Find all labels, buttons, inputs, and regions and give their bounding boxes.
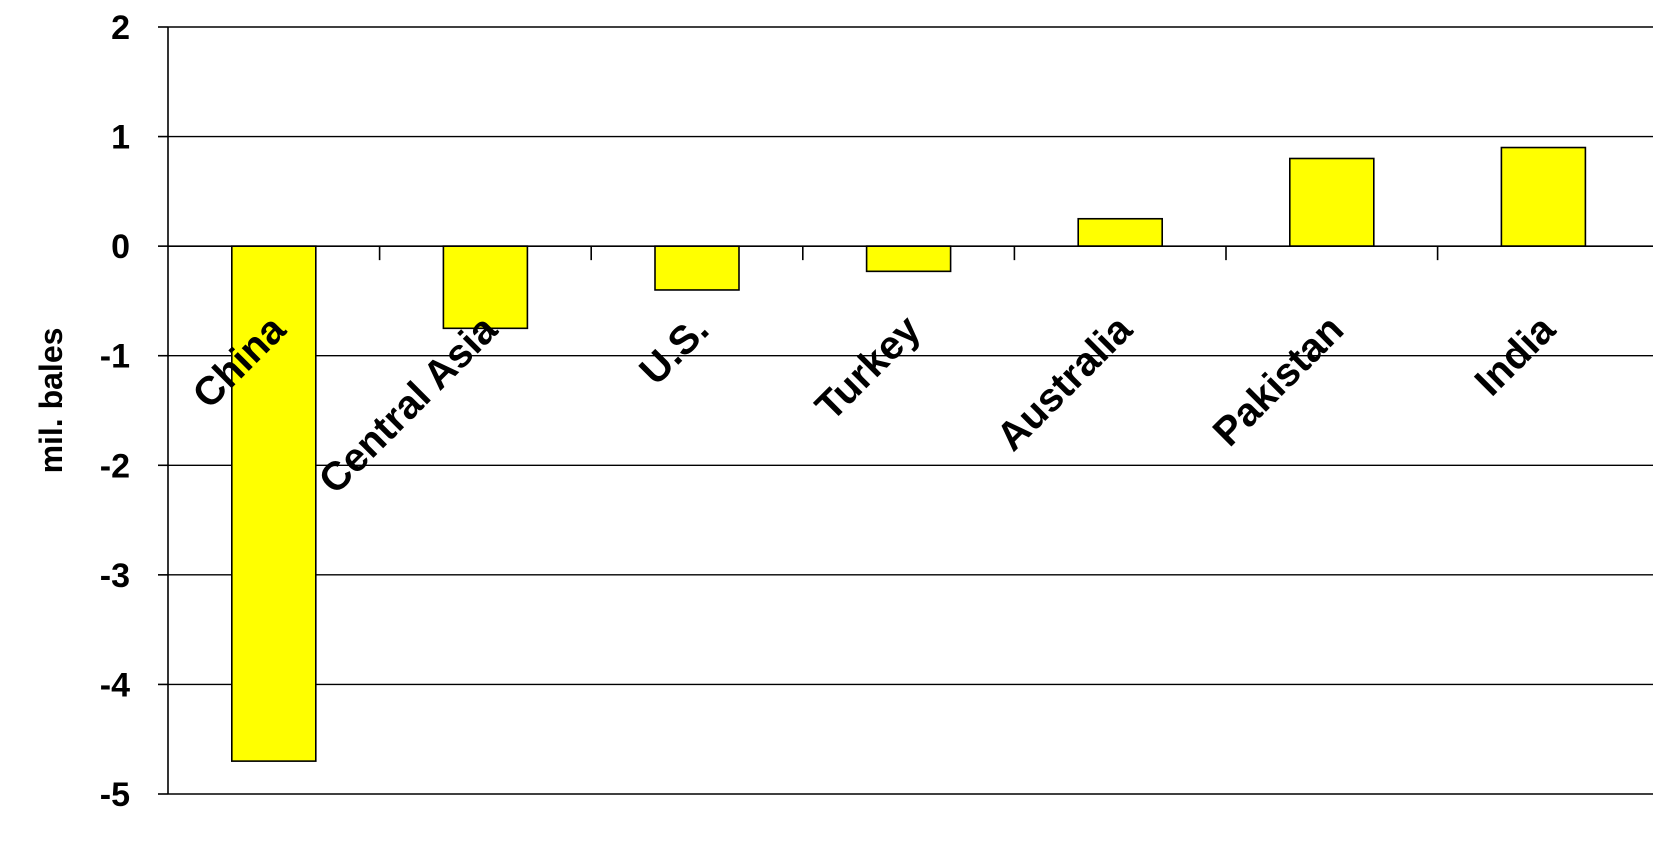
bar-u-s bbox=[654, 245, 740, 291]
bars bbox=[231, 146, 1587, 762]
x-tick-label: Australia bbox=[988, 307, 1141, 460]
gridlines bbox=[168, 26, 1653, 795]
bar-australia bbox=[1077, 217, 1163, 247]
y-tick-label: -2 bbox=[100, 447, 130, 485]
bar-pakistan bbox=[1289, 157, 1375, 247]
x-tick-label: U.S. bbox=[631, 307, 717, 393]
y-axis-title: mil. bales bbox=[33, 328, 69, 474]
y-tick-label: -5 bbox=[100, 776, 130, 814]
y-tick-label: 2 bbox=[111, 9, 130, 47]
y-tick-label: -4 bbox=[100, 666, 130, 704]
y-tick-label: 1 bbox=[111, 119, 130, 157]
y-tick-label: -3 bbox=[100, 557, 130, 595]
y-tick-label: -1 bbox=[100, 338, 130, 376]
bar-turkey bbox=[865, 245, 952, 273]
y-tick-labels: 2 1 0 -1 -2 -3 -4 -5 bbox=[100, 9, 130, 814]
bar-central-asia bbox=[442, 245, 529, 330]
x-tick-label: Central Asia bbox=[311, 307, 507, 503]
bar-india bbox=[1500, 146, 1587, 247]
bar-china bbox=[231, 245, 317, 762]
x-tick-label: Pakistan bbox=[1205, 307, 1352, 454]
x-tick-label: Turkey bbox=[807, 307, 929, 429]
axes bbox=[158, 26, 1653, 795]
y-tick-label: 0 bbox=[111, 228, 130, 266]
x-tick-labels: China Central Asia U.S. Turkey Australia Paki… bbox=[184, 307, 1564, 503]
